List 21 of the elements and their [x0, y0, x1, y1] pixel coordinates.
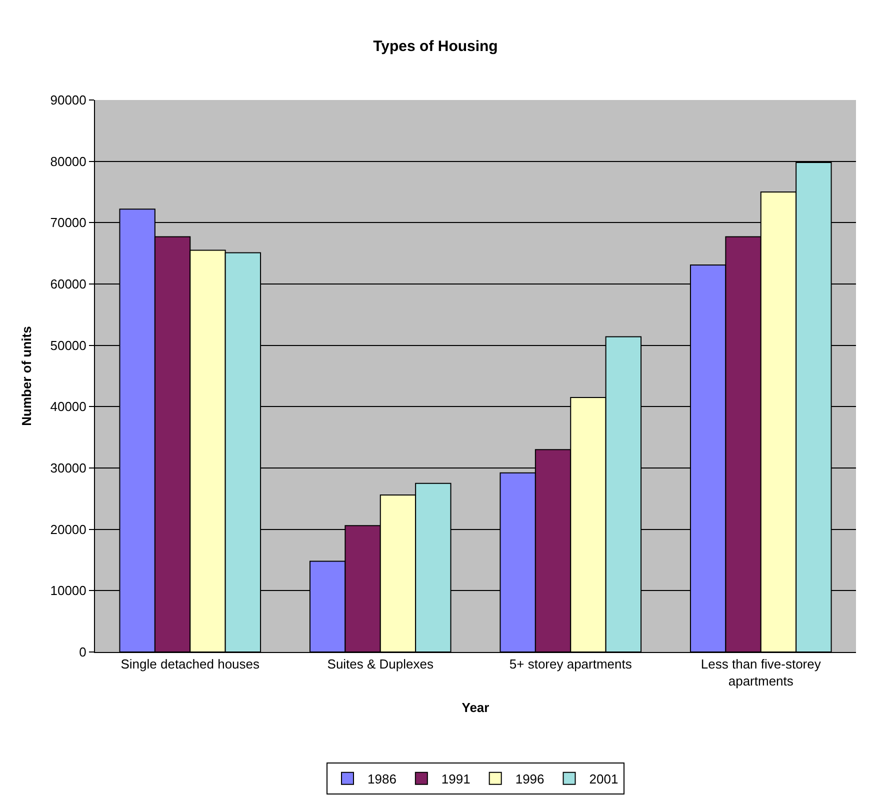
- y-tick-label: 90000: [50, 92, 86, 108]
- legend-label: 1991: [441, 771, 470, 786]
- chart-title: Types of Housing: [373, 38, 498, 55]
- y-tick-label: 60000: [50, 276, 86, 292]
- y-tick-label: 20000: [50, 522, 86, 537]
- y-tick-label: 80000: [50, 154, 86, 169]
- x-tick-label: Single detached houses: [120, 656, 260, 672]
- y-tick-label: 50000: [50, 338, 86, 353]
- y-tick-label: 40000: [50, 399, 86, 414]
- x-tick-label: 5+ storey apartments: [509, 656, 632, 672]
- x-tick-label: Suites & Duplexes: [327, 656, 434, 672]
- x-axis-title: Year: [462, 700, 490, 716]
- y-axis-title: Number of units: [19, 326, 34, 426]
- legend-label: 1996: [515, 771, 544, 786]
- legend-label: 2001: [589, 771, 618, 786]
- x-tick-label: Less than five-storey apartments: [700, 656, 822, 688]
- y-tick-label: 30000: [50, 460, 86, 476]
- y-tick-label: 0: [79, 644, 86, 660]
- y-tick-label: 70000: [50, 215, 86, 230]
- y-tick-label: 10000: [50, 583, 86, 598]
- legend-label: 1986: [368, 771, 396, 786]
